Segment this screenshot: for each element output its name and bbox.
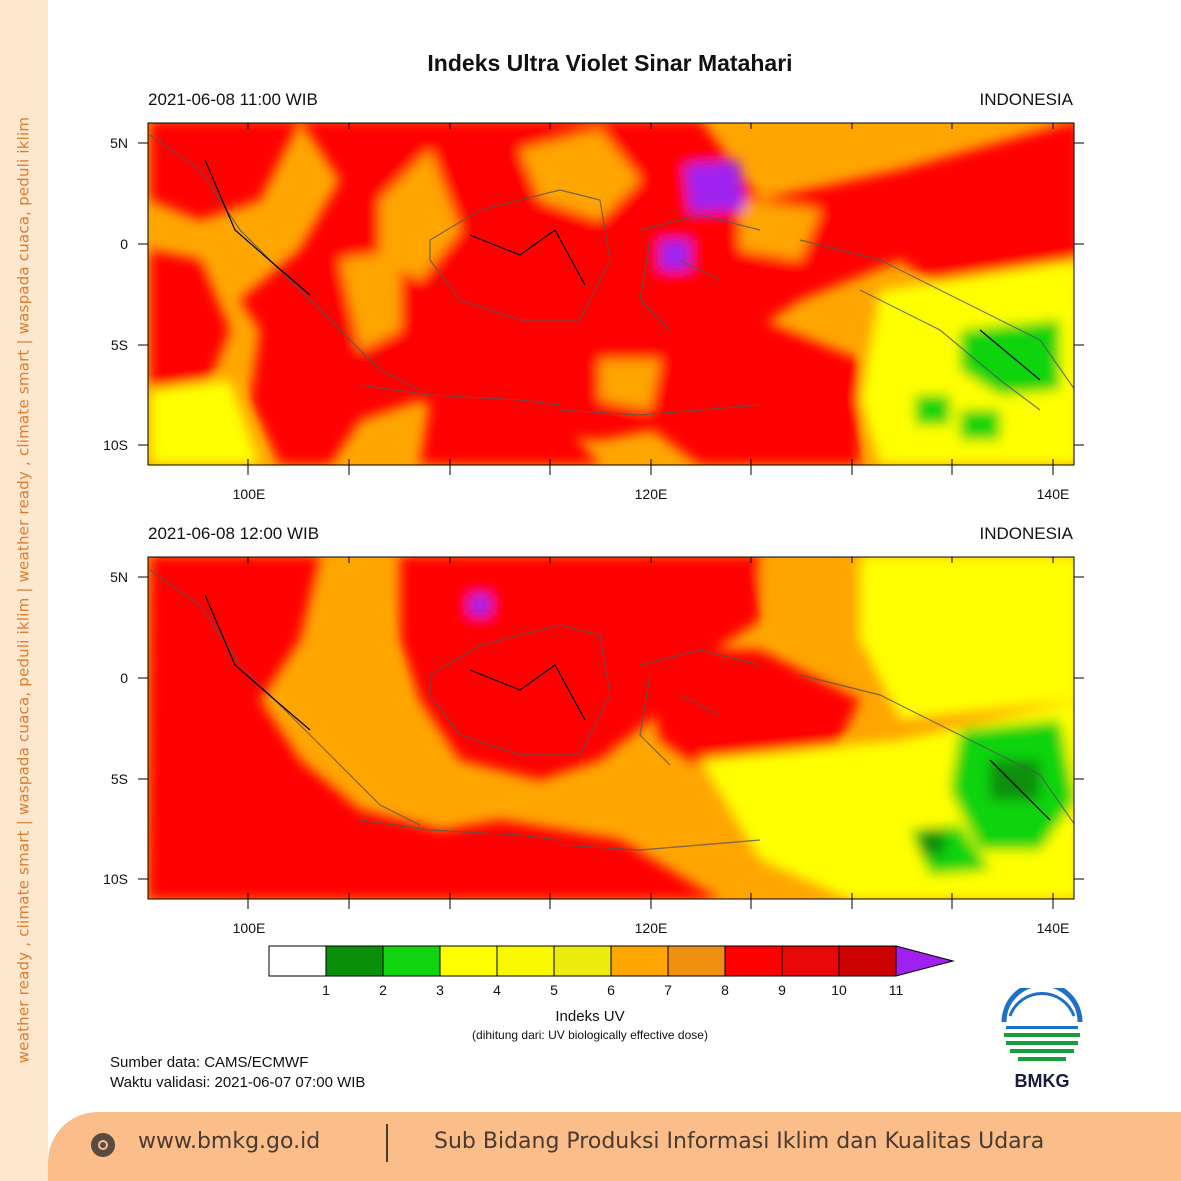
footer-url-link[interactable]: www.bmkg.go.id xyxy=(138,1129,321,1154)
panel1-lon-140e: 140E xyxy=(1036,486,1070,502)
colorbar-box xyxy=(724,945,783,977)
colorbar-box xyxy=(610,945,669,977)
panel1-lat-5n: 5N xyxy=(110,135,128,151)
colorbar-tick-label: 2 xyxy=(379,982,387,998)
footer-unit-name: Sub Bidang Produksi Informasi Iklim dan … xyxy=(434,1129,1045,1154)
footer-divider xyxy=(386,1124,388,1162)
colorbar-tick-label: 4 xyxy=(493,982,501,998)
source-line: Sumber data: CAMS/ECMWF xyxy=(110,1054,309,1071)
panel1-lon-100e: 100E xyxy=(232,486,266,502)
colorbar-tick-label: 6 xyxy=(607,982,615,998)
panel1-datetime: 2021-06-08 11:00 WIB xyxy=(148,90,318,109)
validity-line: Waktu validasi: 2021-06-07 07:00 WIB xyxy=(110,1074,366,1091)
colorbar-box xyxy=(838,945,897,977)
panel2-lon-140e: 140E xyxy=(1036,920,1070,936)
colorbar-tick-label: 5 xyxy=(550,982,558,998)
panel1-region: INDONESIA xyxy=(979,90,1073,109)
footer-bar: www.bmkg.go.id Sub Bidang Produksi Infor… xyxy=(48,1112,1181,1181)
colorbar-box xyxy=(325,945,384,977)
colorbar-box xyxy=(781,945,840,977)
colorbar-tick-label: 9 xyxy=(778,982,786,998)
colorbar-tick-label: 8 xyxy=(721,982,729,998)
colorbar-arrow xyxy=(895,945,955,977)
page-title: Indeks Ultra Violet Sinar Matahari xyxy=(427,50,793,76)
colorbar-box xyxy=(439,945,498,977)
panel1-lat-5s: 5S xyxy=(110,337,128,353)
colorbar-tick-label: 3 xyxy=(436,982,444,998)
colorbar-tick-label: 1 xyxy=(322,982,330,998)
colorbar-box xyxy=(553,945,612,977)
panel2-frame xyxy=(147,556,1075,900)
globe-icon xyxy=(91,1133,115,1157)
colorbar-box xyxy=(268,945,327,977)
panel1-lat-10s: 10S xyxy=(103,437,128,453)
colorbar-box xyxy=(496,945,555,977)
colorbar-box xyxy=(382,945,441,977)
panel2-lat-5s: 5S xyxy=(110,771,128,787)
panel2-map xyxy=(148,557,1074,899)
colorbar-tick-label: 7 xyxy=(664,982,672,998)
colorbar-subtitle: (dihitung dari: UV biologically effectiv… xyxy=(472,1028,708,1042)
side-banner: weather ready , climate smart | waspada … xyxy=(0,0,48,1181)
bmkg-logo xyxy=(1001,988,1083,1070)
panel1-lat-0: 0 xyxy=(120,236,128,252)
colorbar-tick-label: 11 xyxy=(888,982,904,998)
panel2-region: INDONESIA xyxy=(979,524,1073,543)
panel2-lat-5n: 5N xyxy=(110,569,128,585)
panel2-lon-100e: 100E xyxy=(232,920,266,936)
colorbar-tick-label: 10 xyxy=(831,982,847,998)
colorbar-box xyxy=(667,945,726,977)
panel2-lat-10s: 10S xyxy=(103,871,128,887)
colorbar-title: Indeks UV xyxy=(555,1008,625,1025)
panel1-map xyxy=(148,123,1074,465)
panel2-lat-0: 0 xyxy=(120,670,128,686)
panel1-lon-120e: 120E xyxy=(634,486,668,502)
panel2-lon-120e: 120E xyxy=(634,920,668,936)
panel1-frame xyxy=(147,122,1075,466)
panel2-datetime: 2021-06-08 12:00 WIB xyxy=(148,524,320,543)
bmkg-logo-text: BMKG xyxy=(1014,1071,1070,1091)
